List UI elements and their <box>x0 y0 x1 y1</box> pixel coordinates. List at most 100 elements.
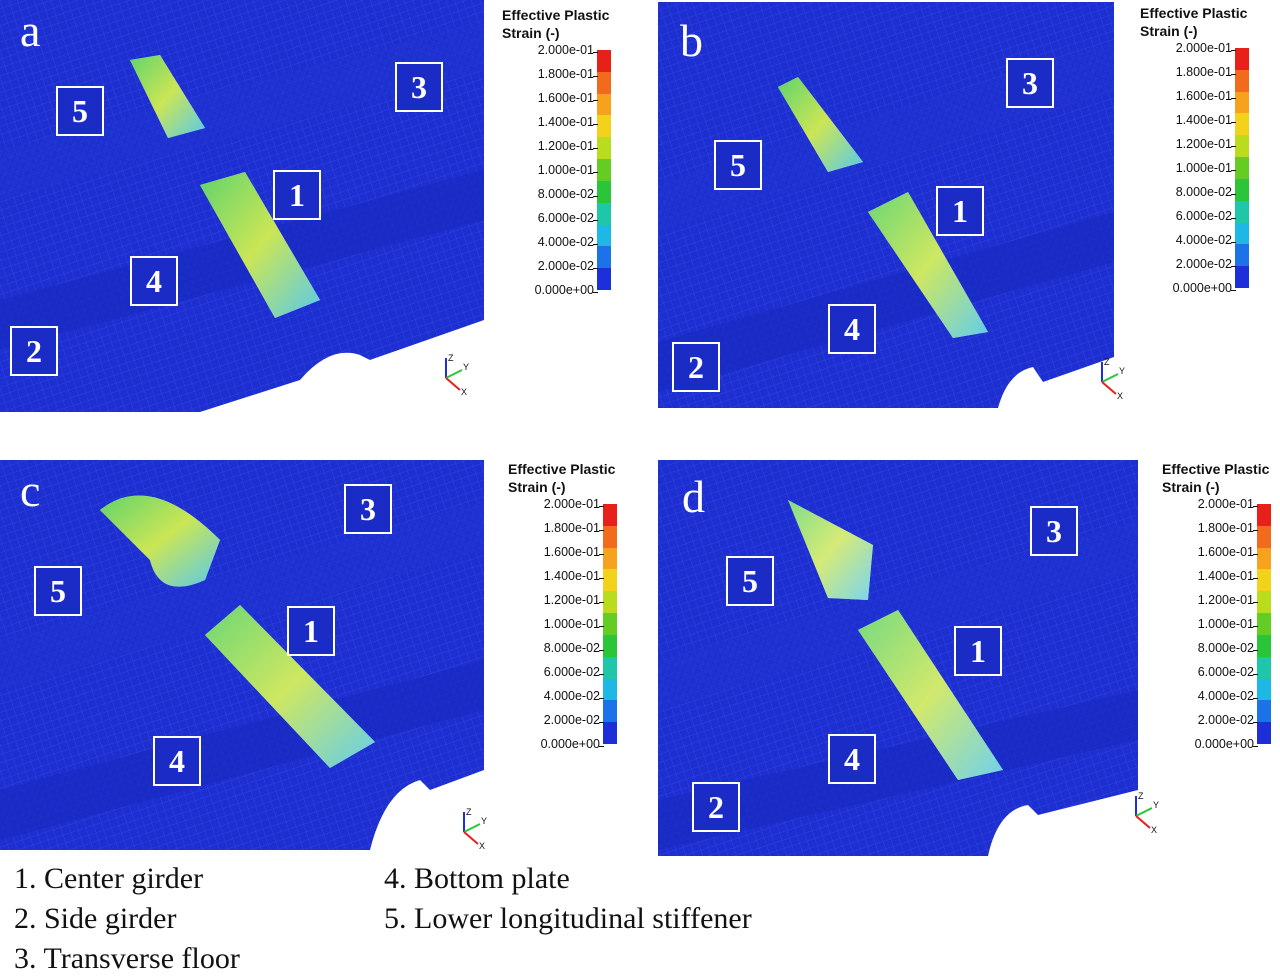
color-bar-segment <box>1257 504 1271 526</box>
color-bar-segment <box>1235 222 1249 245</box>
axis-z-label: Z <box>1104 357 1110 367</box>
color-bar-segment <box>1257 591 1271 614</box>
legend-tick-label: 1.800e-01 <box>537 67 594 81</box>
axis-z-label: Z <box>466 807 472 817</box>
legend-tick-label: 2.000e-01 <box>1197 497 1254 511</box>
caption-side-girder: 2. Side girder <box>14 902 177 935</box>
part-label-2: 2 <box>10 326 58 376</box>
legend-tick-mark <box>599 674 604 675</box>
part-label-3: 3 <box>1030 506 1078 556</box>
legend-tick-mark <box>1231 98 1236 99</box>
legend-tick-mark <box>1253 626 1258 627</box>
color-bar-segment <box>603 569 617 592</box>
panel-letter: c <box>20 465 41 516</box>
color-bar-segment <box>1257 569 1271 592</box>
legend-tick-mark <box>599 722 604 723</box>
legend-tick-mark <box>599 506 604 507</box>
legend-tick-mark <box>1253 650 1258 651</box>
color-bar-segment <box>1235 266 1249 288</box>
caption-lower-longitudinal-stiffener: 5. Lower longitudinal stiffener <box>384 902 752 935</box>
legend-tick-mark <box>593 196 598 197</box>
legend-tick-label: 2.000e-02 <box>1175 257 1232 271</box>
panel-d: d 5 3 1 4 2 <box>658 460 1138 856</box>
color-bar-segment <box>1235 244 1249 267</box>
legend-tick-label: 6.000e-02 <box>1197 665 1254 679</box>
legend-tick-label: 1.400e-01 <box>1197 569 1254 583</box>
axis-z-label: Z <box>1138 791 1144 801</box>
color-bar-segment <box>603 656 617 679</box>
legend-tick-mark <box>1231 170 1236 171</box>
legend-tick-mark <box>593 292 598 293</box>
axis-triad-icon: ZY X <box>1101 357 1125 401</box>
color-bar-segment <box>597 137 611 160</box>
legend-tick-label: 1.200e-01 <box>537 139 594 153</box>
color-bar-segment <box>1257 525 1271 548</box>
legend-tick-mark <box>599 554 604 555</box>
legend-tick-mark <box>599 602 604 603</box>
legend-tick-label: 0.000e+00 <box>1172 281 1232 295</box>
caption-center-girder: 1. Center girder <box>14 862 204 895</box>
panel-b: b 3 5 1 4 2 <box>658 2 1114 408</box>
legend-tick-label: 1.000e-01 <box>1197 617 1254 631</box>
legend-tick-label: 0.000e+00 <box>534 283 594 297</box>
legend-tick-mark <box>599 698 604 699</box>
color-bar-segment <box>1235 157 1249 179</box>
legend-tick-mark <box>1253 602 1258 603</box>
legend-tick-label: 1.400e-01 <box>537 115 594 129</box>
axis-triad-icon: ZY X <box>445 353 469 397</box>
legend-tick-mark <box>593 268 598 269</box>
legend-tick-mark <box>1253 674 1258 675</box>
axis-z-label: Z <box>448 353 454 363</box>
legend-tick-mark <box>599 578 604 579</box>
legend-tick-mark <box>1231 266 1236 267</box>
legend-tick-mark <box>599 626 604 627</box>
color-bar-segment <box>603 504 617 526</box>
legend-tick-mark <box>599 650 604 651</box>
legend-tick-label: 1.000e-01 <box>1175 161 1232 175</box>
legend-tick-mark <box>1231 218 1236 219</box>
part-label-4: 4 <box>828 304 876 354</box>
color-bar-segment <box>1235 91 1249 114</box>
part-label-4: 4 <box>153 736 201 786</box>
legend-tick-mark <box>1231 290 1236 291</box>
legend-tick-mark <box>1253 722 1258 723</box>
part-label-3: 3 <box>1006 58 1054 108</box>
legend-tick-label: 1.600e-01 <box>537 91 594 105</box>
panel-a: a 5 3 1 4 2 <box>0 0 484 412</box>
legend-tick-label: 4.000e-02 <box>543 689 600 703</box>
legend-tick-mark <box>1253 698 1258 699</box>
legend-tick-label: 8.000e-02 <box>543 641 600 655</box>
legend-tick-mark <box>1253 530 1258 531</box>
color-bar <box>1257 504 1271 744</box>
color-bar-segment <box>603 547 617 570</box>
part-label-3: 3 <box>395 62 443 112</box>
color-bar <box>1235 48 1249 288</box>
legend-tick-label: 1.800e-01 <box>1175 65 1232 79</box>
caption-bottom-plate: 4. Bottom plate <box>384 862 570 895</box>
legend-tick-label: 1.400e-01 <box>543 569 600 583</box>
part-label-4: 4 <box>130 256 178 306</box>
color-bar-segment <box>1235 69 1249 92</box>
legend-title: Effective Plastic Strain (-) <box>508 461 616 495</box>
legend-tick-mark <box>1231 242 1236 243</box>
legend-tick-label: 2.000e-01 <box>543 497 600 511</box>
color-bar-segment <box>603 678 617 701</box>
axis-x-label: X <box>1151 825 1157 834</box>
strain-legend-c: Effective Plastic Strain (-) 2.000e-01 1.… <box>508 460 648 760</box>
legend-tick-mark <box>1253 578 1258 579</box>
color-bar-segment <box>1235 113 1249 136</box>
part-label-1: 1 <box>954 626 1002 676</box>
legend-tick-mark <box>1231 50 1236 51</box>
strain-legend-d: Effective Plastic Strain (-) 2.000e-01 1.… <box>1162 460 1280 760</box>
axis-x-label: X <box>479 841 485 850</box>
part-label-4: 4 <box>828 734 876 784</box>
legend-tick-mark <box>599 530 604 531</box>
legend-tick-label: 2.000e-02 <box>537 259 594 273</box>
panel-letter: b <box>680 15 703 66</box>
panel-letter: d <box>682 471 705 522</box>
legend-tick-mark <box>1253 506 1258 507</box>
panel-c: c 3 5 1 4 <box>0 460 484 850</box>
color-bar-segment <box>1235 135 1249 158</box>
